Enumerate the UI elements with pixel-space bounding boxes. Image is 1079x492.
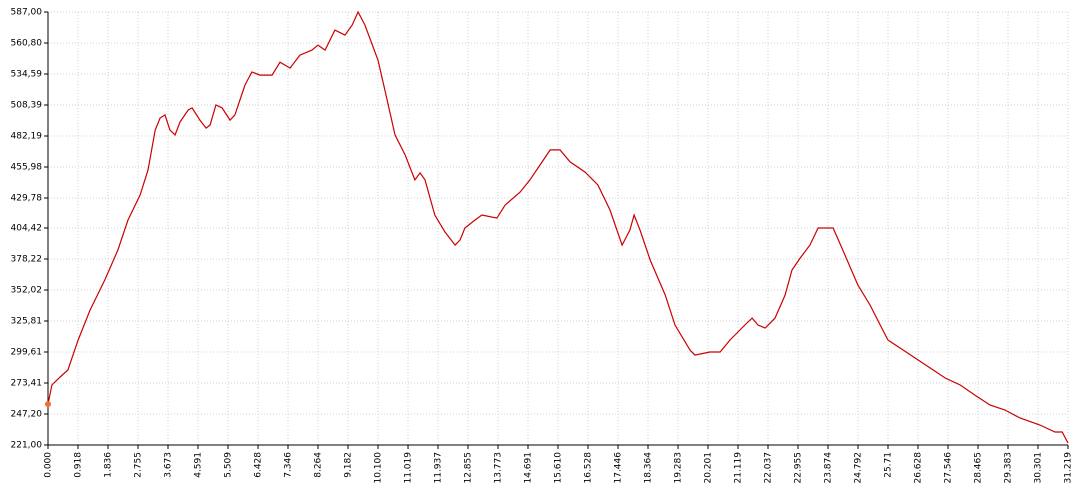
y-tick-label: 429,78 [11, 194, 43, 204]
x-tick-label: 2.755 [134, 452, 144, 478]
y-tick-label: 560,80 [11, 38, 43, 48]
x-tick-label: 22.955 [793, 452, 803, 484]
x-tick-label: 20.201 [704, 452, 714, 484]
y-tick-label: 587,00 [11, 8, 43, 18]
x-tick-label: 19.283 [674, 452, 684, 484]
x-tick-label: 4.591 [193, 452, 203, 478]
y-tick-label: 247,20 [11, 410, 43, 420]
y-tick-label: 404,42 [11, 224, 43, 234]
x-tick-label: 10.100 [373, 452, 383, 484]
x-tick-label: 17.446 [614, 452, 624, 484]
x-tick-label: 31.219 [1064, 452, 1074, 484]
y-tick-label: 352,02 [11, 285, 43, 295]
y-tick-label: 221,00 [11, 441, 43, 451]
start-marker [45, 401, 51, 408]
y-tick-label: 378,22 [11, 254, 43, 264]
x-tick-label: 7.346 [284, 452, 294, 478]
x-tick-label: 23.874 [824, 452, 834, 484]
x-tick-label: 22.037 [764, 452, 774, 484]
x-tick-label: 8.264 [314, 452, 324, 478]
x-tick-label: 13.773 [493, 452, 503, 484]
x-tick-label: 28.465 [974, 452, 984, 484]
x-tick-label: 1.836 [103, 452, 113, 478]
x-tick-label: 5.509 [223, 452, 233, 478]
y-tick-label: 273,41 [11, 378, 43, 388]
x-tick-label: 21.119 [734, 452, 744, 484]
x-tick-label: 26.628 [914, 452, 924, 484]
x-tick-label: 3.673 [164, 452, 174, 478]
x-tick-label: 30.301 [1034, 452, 1044, 484]
x-tick-label: 27.546 [943, 452, 953, 484]
y-tick-label: 325,81 [11, 317, 43, 327]
x-tick-label: 14.691 [523, 452, 533, 484]
x-tick-label: 11.937 [434, 452, 444, 484]
x-tick-label: 18.364 [643, 452, 653, 484]
x-tick-label: 0.000 [44, 452, 54, 478]
x-tick-label: 15.610 [554, 452, 564, 484]
x-tick-label: 11.019 [404, 452, 414, 484]
y-tick-label: 455,98 [11, 163, 43, 173]
elevation-line [47, 10, 1069, 444]
x-tick-label: 29.383 [1004, 452, 1014, 484]
y-tick-label: 534,59 [11, 70, 43, 80]
x-tick-label: 0.918 [73, 452, 83, 478]
x-tick-label: 16.528 [584, 452, 594, 484]
x-tick-label: 25.71 [884, 452, 894, 478]
x-tick-label: 6.428 [254, 452, 264, 478]
y-tick-label: 299,61 [11, 347, 43, 357]
y-tick-label: 482,19 [11, 131, 43, 141]
y-tick-label: 508,39 [11, 101, 43, 111]
x-tick-label: 24.792 [854, 452, 864, 484]
x-tick-label: 9.182 [343, 452, 353, 478]
x-tick-label: 12.855 [464, 452, 474, 484]
